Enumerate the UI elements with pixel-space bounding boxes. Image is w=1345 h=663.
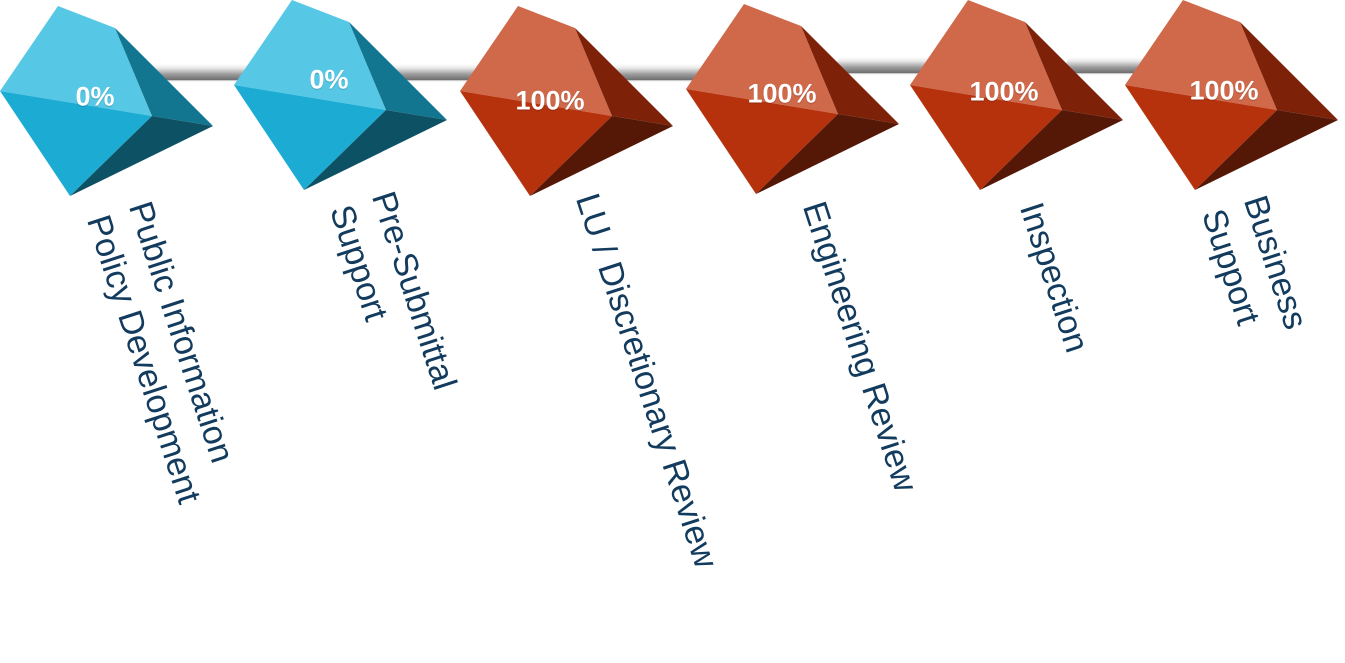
- cube-front-face: [1125, 85, 1277, 190]
- step-percent: 100%: [515, 85, 585, 116]
- cube-side-face: [115, 28, 213, 126]
- step-label-pre-submittal: Pre-Submittal Support: [319, 186, 466, 409]
- cube-bottom-face: [980, 110, 1123, 190]
- label-line: LU / Discretionary Review: [568, 188, 726, 573]
- label-line: Engineering Review: [795, 196, 925, 497]
- cube-front-face: [0, 91, 152, 196]
- cube-top-face: [0, 6, 152, 116]
- cube-bottom-face: [304, 110, 447, 190]
- cube-bottom-face: [756, 114, 899, 194]
- step-label-public-information: Public Information Policy Development: [76, 196, 253, 509]
- cube-shape: [910, 0, 1123, 190]
- step-cube-engineering-review: 100%: [686, 4, 906, 204]
- step-cube-pre-submittal: 0%: [234, 0, 454, 200]
- cube-side-face: [1025, 22, 1123, 120]
- step-label-inspection: Inspection: [1009, 197, 1099, 358]
- step-label-lu-discretionary-review: LU / Discretionary Review: [565, 188, 728, 574]
- cube-top-face: [234, 0, 386, 110]
- cube-top-face: [1125, 0, 1277, 110]
- cube-front-face: [234, 85, 386, 190]
- step-percent: 100%: [969, 76, 1039, 107]
- cube-front-face: [910, 85, 1062, 190]
- connector-rod: [148, 64, 268, 80]
- step-cube-business-support: 100%: [1125, 0, 1345, 200]
- step-percent: 0%: [75, 81, 115, 112]
- cube-front-face: [460, 91, 612, 196]
- step-cube-public-information: 0%: [0, 6, 220, 206]
- label-line: Inspection: [1012, 197, 1097, 358]
- step-cube-inspection: 100%: [910, 0, 1130, 200]
- cube-shape: [0, 6, 213, 196]
- step-percent: 100%: [747, 78, 817, 109]
- cube-bottom-face: [1195, 110, 1338, 190]
- connector-rod: [836, 57, 946, 73]
- step-percent: 0%: [309, 64, 349, 95]
- cube-shape: [1125, 0, 1338, 190]
- cube-shape: [460, 6, 673, 196]
- step-cube-lu-discretionary-review: 100%: [460, 6, 680, 206]
- step-label-engineering-review: Engineering Review: [792, 196, 927, 497]
- cube-top-face: [910, 0, 1062, 110]
- cube-side-face: [349, 22, 447, 120]
- cube-front-face: [686, 89, 838, 194]
- cube-side-face: [1240, 22, 1338, 120]
- cube-top-face: [460, 6, 612, 116]
- step-percent: 100%: [1189, 75, 1259, 106]
- connector-rod: [382, 64, 492, 80]
- connector-rod: [612, 64, 722, 80]
- cube-side-face: [801, 26, 899, 124]
- cube-top-face: [686, 4, 838, 114]
- cube-side-face: [575, 28, 673, 126]
- cube-bottom-face: [530, 116, 673, 196]
- step-label-business-support: Business Support: [1191, 190, 1317, 348]
- cube-shape: [686, 4, 899, 194]
- cube-bottom-face: [70, 116, 213, 196]
- cube-shape: [234, 0, 447, 190]
